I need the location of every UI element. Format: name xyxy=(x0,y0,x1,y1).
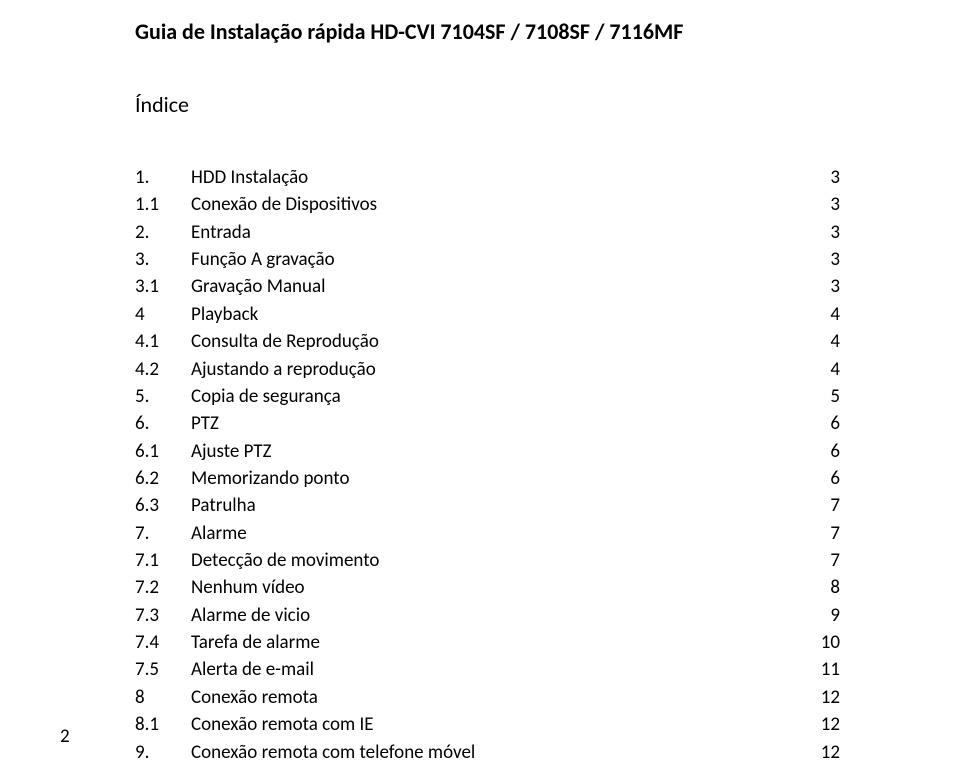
toc-entry-number: 4.1 xyxy=(135,328,191,355)
toc-entry-label: Alarme de vicio xyxy=(191,602,800,629)
toc-entry-label: PTZ xyxy=(191,410,800,437)
toc-entry-page: 6 xyxy=(800,465,840,492)
toc-entry-label: Conexão remota com telefone móvel xyxy=(191,739,800,766)
toc-entry-label: Tarefa de alarme xyxy=(191,629,800,656)
toc-entry-label: Conexão remota com IE xyxy=(191,711,800,738)
toc-row: 7.3Alarme de vicio9 xyxy=(135,602,840,629)
toc-entry-page: 4 xyxy=(800,328,840,355)
toc-entry-label: Ajustando a reprodução xyxy=(191,356,800,383)
toc-row: 2.Entrada3 xyxy=(135,219,840,246)
toc-entry-page: 3 xyxy=(800,164,840,191)
toc-row: 9.Conexão remota com telefone móvel12 xyxy=(135,739,840,766)
toc-entry-number: 4.2 xyxy=(135,356,191,383)
toc-entry-number: 6. xyxy=(135,410,191,437)
toc-row: 4.2Ajustando a reprodução4 xyxy=(135,356,840,383)
toc-entry-number: 2. xyxy=(135,219,191,246)
index-heading: Índice xyxy=(135,91,840,118)
toc-row: 6.2Memorizando ponto6 xyxy=(135,465,840,492)
toc-entry-label: Ajuste PTZ xyxy=(191,438,800,465)
toc-entry-number: 1.1 xyxy=(135,191,191,218)
toc-row: 1.1Conexão de Dispositivos3 xyxy=(135,191,840,218)
table-of-contents: 1.HDD Instalação31.1Conexão de Dispositi… xyxy=(135,164,840,766)
toc-entry-page: 3 xyxy=(800,191,840,218)
toc-row: 7.1Detecção de movimento7 xyxy=(135,547,840,574)
toc-entry-number: 6.2 xyxy=(135,465,191,492)
toc-entry-label: Consulta de Reprodução xyxy=(191,328,800,355)
toc-entry-label: Memorizando ponto xyxy=(191,465,800,492)
toc-entry-page: 9 xyxy=(800,602,840,629)
document-title: Guia de Instalação rápida HD-CVI 7104SF … xyxy=(135,18,840,45)
toc-entry-label: Copia de segurança xyxy=(191,383,800,410)
toc-row: 5.Copia de segurança5 xyxy=(135,383,840,410)
toc-entry-number: 7. xyxy=(135,520,191,547)
toc-entry-number: 7.2 xyxy=(135,574,191,601)
toc-row: 3.1Gravação Manual3 xyxy=(135,273,840,300)
toc-entry-label: Playback xyxy=(191,301,800,328)
toc-entry-page: 4 xyxy=(800,301,840,328)
toc-entry-page: 12 xyxy=(800,684,840,711)
toc-entry-number: 8 xyxy=(135,684,191,711)
toc-entry-number: 7.5 xyxy=(135,656,191,683)
toc-entry-label: HDD Instalação xyxy=(191,164,800,191)
toc-entry-page: 7 xyxy=(800,520,840,547)
document-page: Guia de Instalação rápida HD-CVI 7104SF … xyxy=(0,0,960,778)
toc-row: 7.4Tarefa de alarme10 xyxy=(135,629,840,656)
toc-row: 7.Alarme7 xyxy=(135,520,840,547)
toc-row: 6.1Ajuste PTZ6 xyxy=(135,438,840,465)
page-number: 2 xyxy=(60,725,70,748)
toc-entry-page: 6 xyxy=(800,438,840,465)
toc-entry-number: 7.4 xyxy=(135,629,191,656)
toc-row: 4.1Consulta de Reprodução4 xyxy=(135,328,840,355)
toc-entry-page: 12 xyxy=(800,711,840,738)
toc-entry-number: 6.1 xyxy=(135,438,191,465)
toc-entry-page: 11 xyxy=(800,656,840,683)
toc-entry-number: 3. xyxy=(135,246,191,273)
toc-entry-number: 1. xyxy=(135,164,191,191)
toc-entry-page: 12 xyxy=(800,739,840,766)
toc-row: 3.Função A gravação3 xyxy=(135,246,840,273)
toc-entry-page: 3 xyxy=(800,246,840,273)
toc-row: 6.PTZ6 xyxy=(135,410,840,437)
toc-entry-page: 6 xyxy=(800,410,840,437)
toc-entry-page: 3 xyxy=(800,219,840,246)
toc-entry-label: Patrulha xyxy=(191,492,800,519)
toc-entry-label: Entrada xyxy=(191,219,800,246)
toc-entry-page: 7 xyxy=(800,547,840,574)
toc-entry-number: 8.1 xyxy=(135,711,191,738)
toc-row: 8.1Conexão remota com IE12 xyxy=(135,711,840,738)
toc-entry-label: Conexão de Dispositivos xyxy=(191,191,800,218)
toc-entry-page: 5 xyxy=(800,383,840,410)
toc-entry-number: 5. xyxy=(135,383,191,410)
toc-entry-number: 7.1 xyxy=(135,547,191,574)
toc-row: 4Playback4 xyxy=(135,301,840,328)
toc-entry-label: Gravação Manual xyxy=(191,273,800,300)
toc-entry-label: Nenhum vídeo xyxy=(191,574,800,601)
toc-entry-page: 4 xyxy=(800,356,840,383)
toc-row: 7.2Nenhum vídeo8 xyxy=(135,574,840,601)
toc-entry-page: 7 xyxy=(800,492,840,519)
toc-entry-number: 3.1 xyxy=(135,273,191,300)
toc-row: 8Conexão remota12 xyxy=(135,684,840,711)
toc-entry-label: Função A gravação xyxy=(191,246,800,273)
toc-row: 7.5Alerta de e-mail11 xyxy=(135,656,840,683)
toc-entry-number: 7.3 xyxy=(135,602,191,629)
toc-entry-number: 4 xyxy=(135,301,191,328)
toc-entry-label: Detecção de movimento xyxy=(191,547,800,574)
toc-row: 6.3Patrulha7 xyxy=(135,492,840,519)
toc-entry-page: 3 xyxy=(800,273,840,300)
toc-entry-label: Alarme xyxy=(191,520,800,547)
toc-entry-page: 8 xyxy=(800,574,840,601)
toc-row: 1.HDD Instalação3 xyxy=(135,164,840,191)
toc-entry-label: Alerta de e-mail xyxy=(191,656,800,683)
toc-entry-number: 9. xyxy=(135,739,191,766)
toc-entry-label: Conexão remota xyxy=(191,684,800,711)
toc-entry-page: 10 xyxy=(800,629,840,656)
toc-entry-number: 6.3 xyxy=(135,492,191,519)
